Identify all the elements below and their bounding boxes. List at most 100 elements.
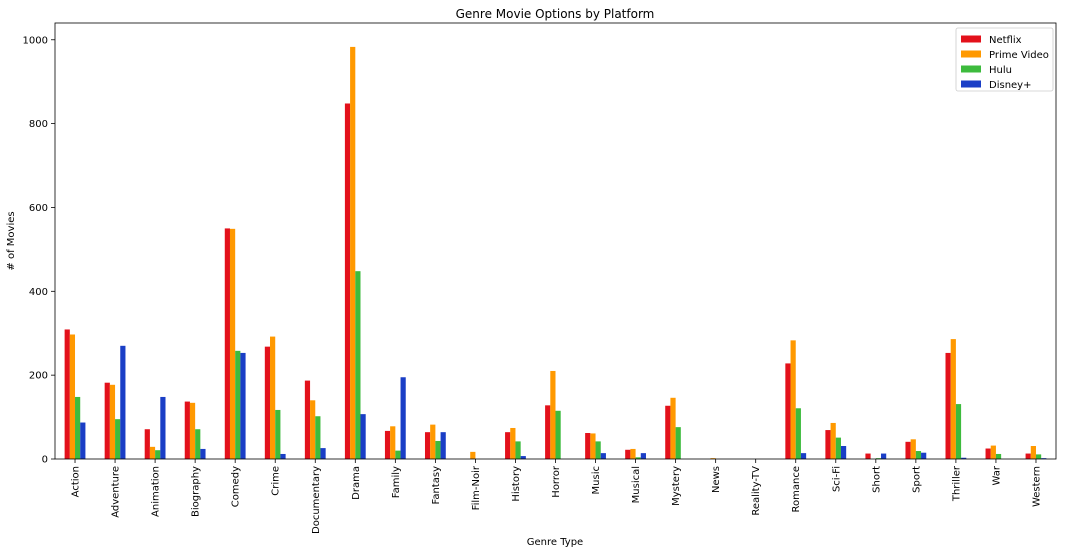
bar-netflix-action — [64, 329, 70, 459]
x-tick-label: Comedy — [231, 466, 242, 507]
x-tick-label: Sci-Fi — [831, 466, 842, 492]
x-tick-label: Family — [391, 466, 402, 498]
bar-disney--thriller — [961, 457, 967, 459]
bar-disney--history — [520, 456, 526, 459]
x-axis: Action Adventure Animation Biography Comedy C… — [71, 459, 1042, 534]
y-tick-label: 800 — [29, 119, 48, 130]
bar-prime-video-comedy — [229, 228, 236, 459]
bar-hulu-sci-fi — [835, 437, 841, 459]
bar-netflix-thriller — [945, 352, 951, 459]
bar-disney--sci-fi — [840, 446, 847, 459]
bar-netflix-crime — [264, 346, 271, 459]
bar-prime-video-sport — [910, 439, 916, 459]
bar-disney--action — [80, 422, 86, 459]
bar-hulu-documentary — [315, 416, 321, 459]
bar-hulu-thriller — [955, 404, 962, 459]
legend-swatch — [961, 65, 981, 73]
x-tick-label: Documentary — [311, 466, 322, 534]
bar-netflix-drama — [344, 103, 351, 460]
bar-hulu-action — [75, 396, 81, 459]
x-tick-label: Drama — [351, 466, 362, 500]
x-tick-label: Action — [71, 466, 82, 497]
bar-hulu-music — [595, 441, 601, 459]
legend-label: Netflix — [989, 35, 1022, 46]
legend-swatch — [961, 80, 981, 88]
bar-prime-video-crime — [270, 336, 276, 459]
bar-disney--comedy — [240, 352, 246, 459]
bar-disney--crime — [280, 453, 286, 459]
legend: Netflix Prime Video Hulu Disney+ — [955, 27, 1054, 92]
bar-hulu-history — [515, 441, 521, 459]
x-tick-label: History — [511, 466, 522, 502]
bar-netflix-family — [384, 430, 391, 459]
bar-disney--music — [600, 453, 606, 459]
x-tick-label: Musical — [631, 466, 642, 503]
bar-prime-video-thriller — [950, 339, 956, 459]
y-tick-label: 0 — [42, 455, 48, 466]
bar-hulu-musical — [635, 457, 641, 459]
y-tick-label: 600 — [29, 203, 48, 214]
bar-disney--drama — [360, 414, 366, 459]
bar-netflix-war — [985, 448, 991, 459]
bar-disney--documentary — [320, 448, 326, 459]
bar-prime-video-biography — [189, 402, 196, 459]
bar-prime-video-family — [390, 426, 396, 459]
bar-hulu-comedy — [235, 350, 241, 459]
bar-hulu-animation — [155, 450, 161, 459]
legend-box — [955, 27, 1054, 92]
bar-netflix-animation — [144, 429, 150, 459]
bar-hulu-short — [875, 458, 882, 459]
bar-netflix-mystery — [665, 405, 671, 459]
legend-label: Hulu — [989, 65, 1012, 76]
x-tick-label: Sport — [911, 466, 922, 493]
bar-hulu-adventure — [115, 419, 121, 459]
chart-title: Genre Movie Options by Platform — [456, 7, 655, 21]
bar-hulu-crime — [275, 409, 281, 459]
bar-disney--biography — [200, 448, 206, 459]
bar-prime-video-romance — [790, 340, 796, 459]
x-tick-label: Biography — [191, 466, 202, 517]
bar-netflix-horror — [545, 405, 551, 459]
legend-label: Disney+ — [989, 80, 1031, 91]
legend-label: Prime Video — [989, 50, 1049, 61]
bar-disney--adventure — [120, 345, 126, 459]
bar-hulu-drama — [355, 271, 361, 459]
x-tick-label: Western — [1031, 466, 1042, 507]
bar-netflix-romance — [785, 363, 791, 459]
bar-disney--family — [400, 377, 406, 459]
bar-netflix-music — [585, 433, 591, 459]
x-axis-label: Genre Type — [527, 537, 583, 548]
bar-prime-video-mystery — [670, 397, 676, 459]
legend-swatch — [961, 35, 981, 43]
bar-netflix-sci-fi — [825, 430, 831, 459]
bar-disney--animation — [160, 396, 166, 459]
x-tick-label: Music — [591, 466, 602, 494]
bar-netflix-biography — [184, 401, 190, 459]
x-tick-label: Thriller — [951, 465, 962, 502]
plot-frame — [54, 22, 1057, 460]
bar-disney--musical — [640, 453, 646, 459]
bar-prime-video-adventure — [109, 384, 116, 459]
x-tick-label: News — [711, 466, 722, 493]
bar-netflix-adventure — [104, 382, 110, 459]
bar-disney--western — [1041, 458, 1047, 459]
bar-hulu-war — [995, 453, 1002, 459]
bar-prime-video-documentary — [310, 400, 316, 459]
bar-prime-video-musical — [630, 448, 636, 459]
x-tick-label: Animation — [151, 466, 162, 517]
bar-prime-video-horror — [550, 370, 556, 459]
bar-netflix-sport — [905, 441, 911, 459]
bar-hulu-fantasy — [435, 440, 441, 459]
bar-prime-video-history — [510, 427, 516, 459]
y-axis: 0 200 400 600 800 1000 — [23, 35, 55, 466]
bar-hulu-western — [1035, 454, 1042, 459]
bar-hulu-sport — [915, 451, 922, 459]
bar-disney--sport — [921, 452, 927, 459]
y-tick-label: 1000 — [23, 35, 48, 46]
bar-prime-video-war — [990, 445, 996, 459]
bars-group — [64, 46, 1047, 460]
bar-hulu-family — [395, 450, 401, 459]
bar-netflix-short — [865, 453, 871, 459]
bar-netflix-musical — [625, 449, 631, 459]
